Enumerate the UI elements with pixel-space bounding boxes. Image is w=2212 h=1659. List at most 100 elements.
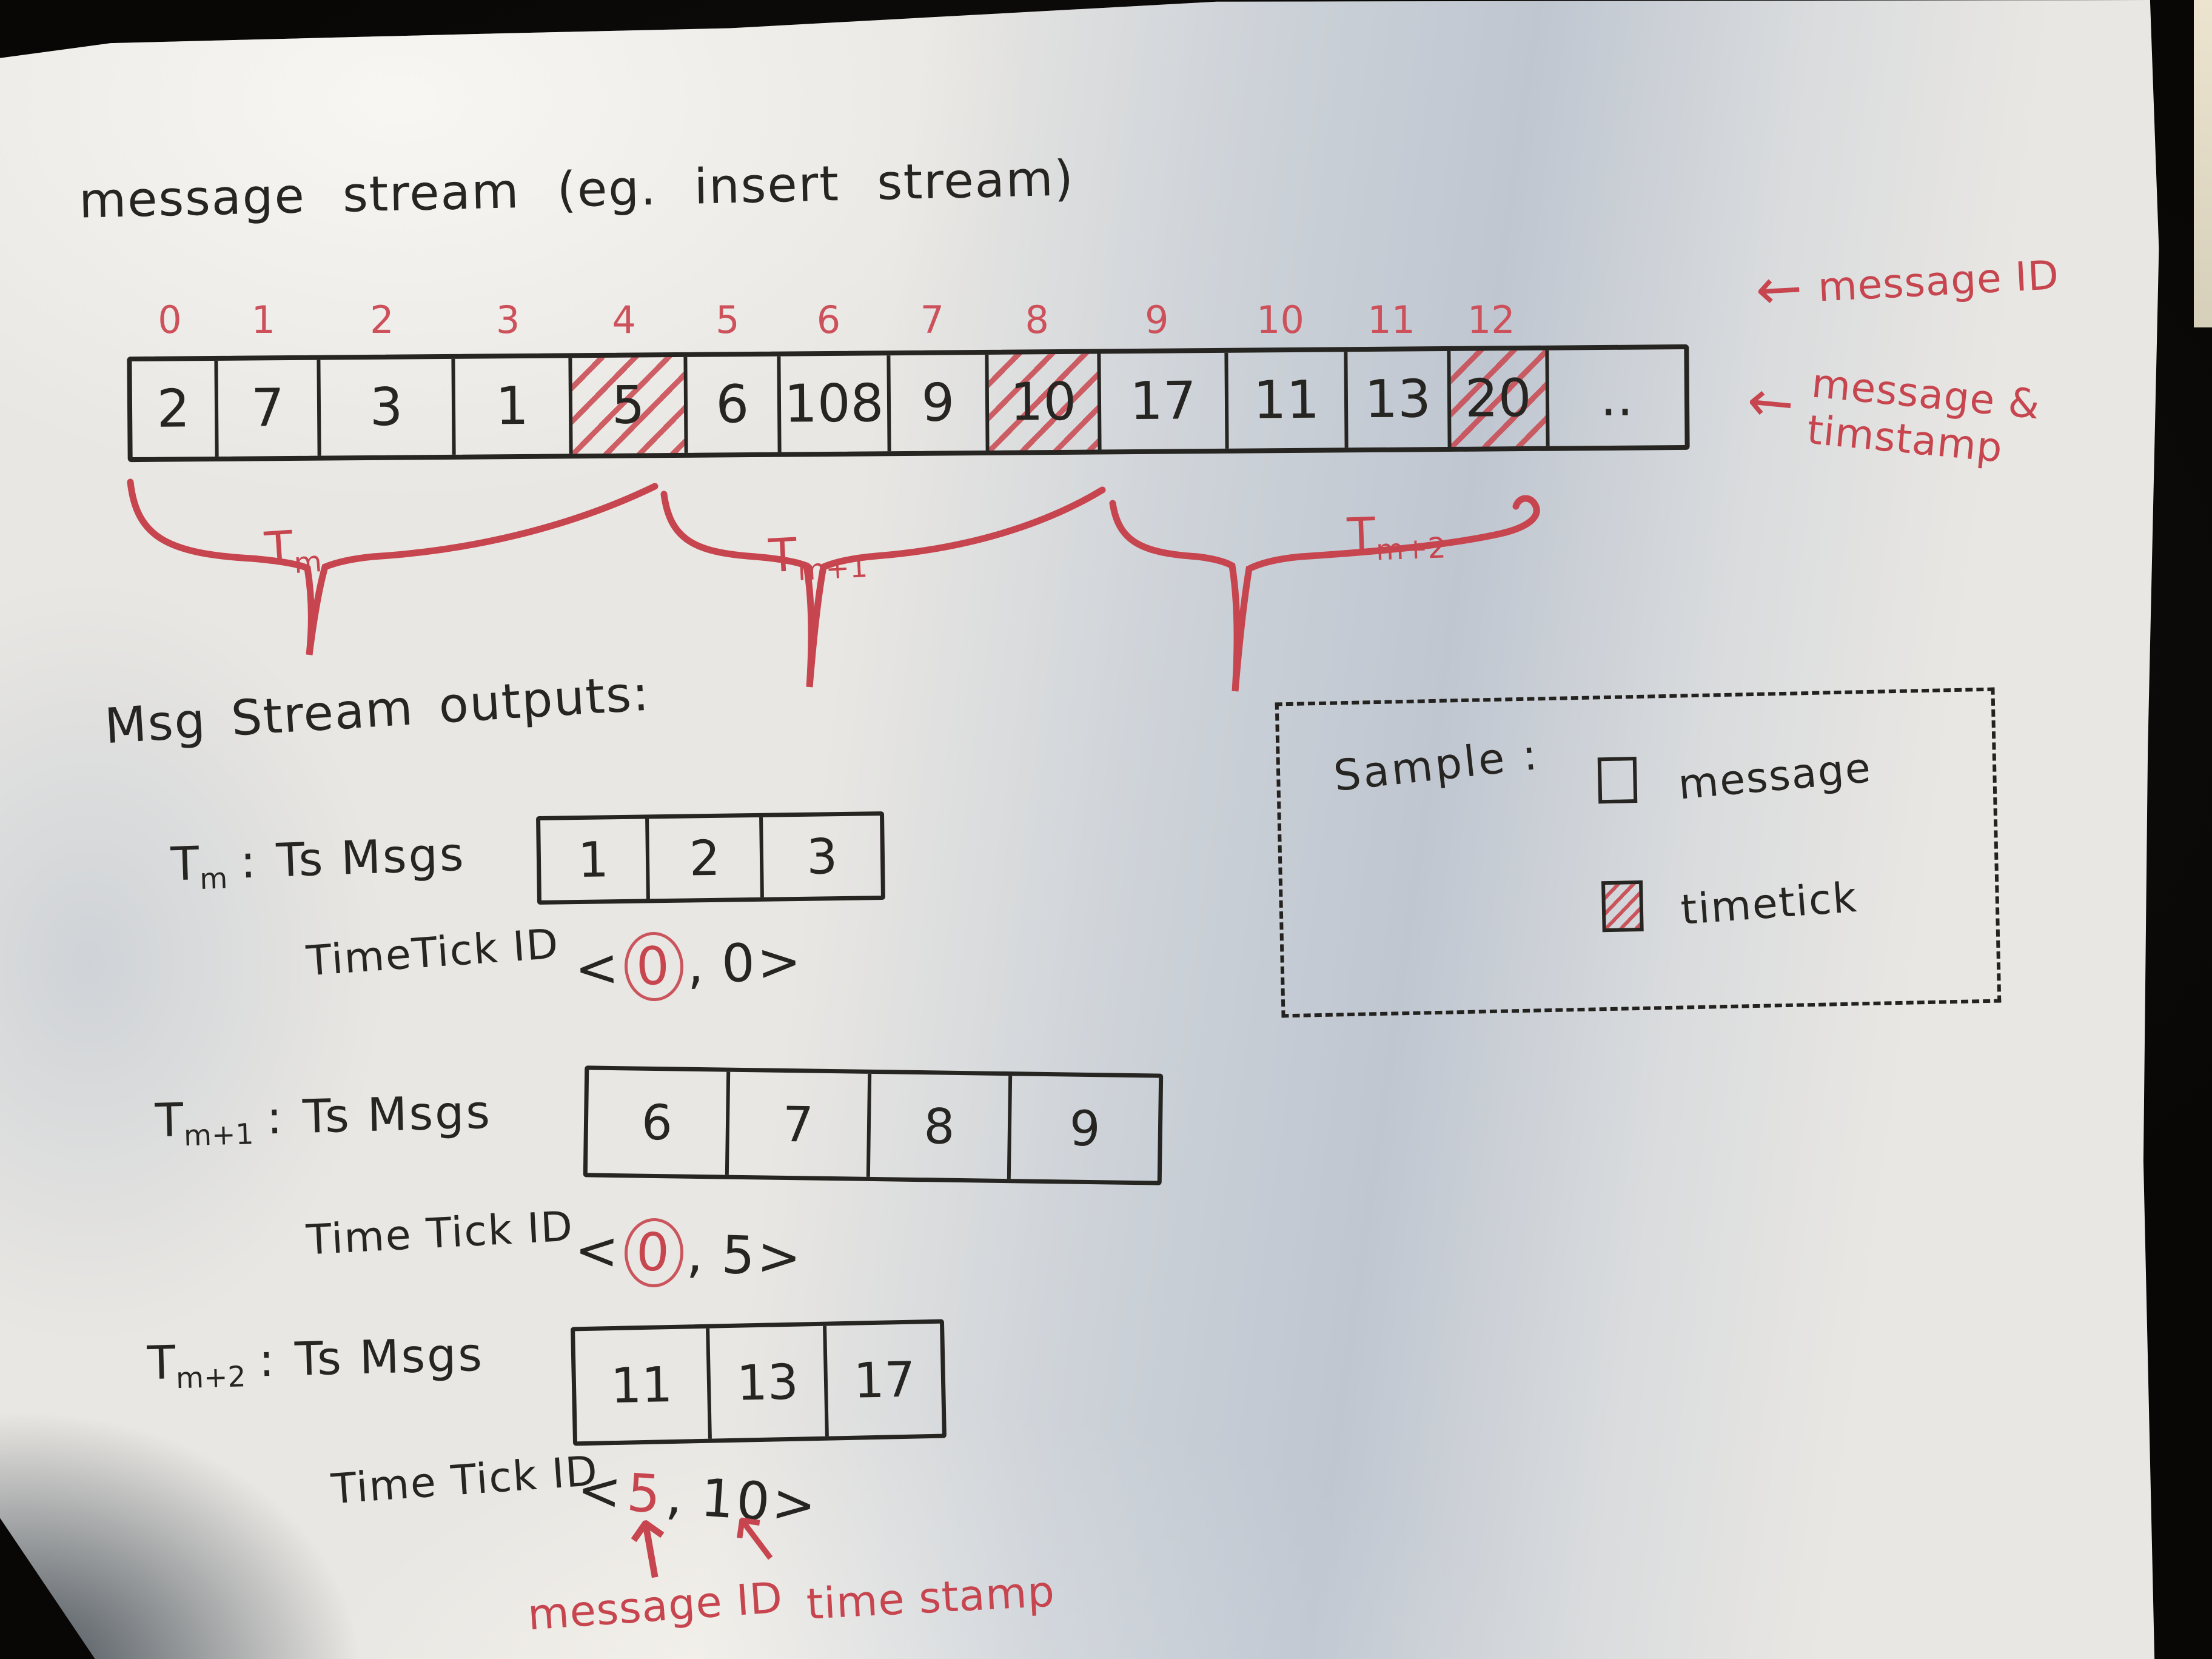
ts-msgs-label: Ts Msgs — [294, 1327, 484, 1386]
annotation-text: message & timstamp — [1805, 360, 2043, 472]
annotation-message-id: ← message ID — [1754, 247, 2060, 323]
cell-value: 11 — [1253, 369, 1320, 431]
stream-cell: 3 — [317, 358, 452, 456]
stream-index-row: 0 1 2 3 4 5 6 7 8 9 10 11 12 — [127, 274, 1680, 342]
label-sub: m — [199, 862, 229, 897]
stream-index: 7 — [883, 298, 981, 342]
cell-value: 11 — [610, 1356, 674, 1414]
stream-cell-timetick: 10 — [985, 354, 1098, 451]
cell-value: 17 — [1129, 370, 1197, 432]
cell-value: 20 — [1464, 367, 1532, 429]
cell-value: 108 — [783, 373, 884, 435]
stream-index: 12 — [1443, 298, 1540, 342]
index-1: 1 — [251, 298, 276, 342]
stream-cell: 7 — [214, 360, 318, 457]
stream-cell: 6 — [683, 356, 778, 453]
label-sub: m+2 — [175, 1360, 247, 1396]
index-10: 10 — [1256, 298, 1304, 342]
legend-timetick-label: timetick — [1679, 873, 1860, 935]
ts-msgs-box-tm1: 6 7 8 9 — [583, 1065, 1164, 1185]
cell-value: 7 — [250, 378, 285, 439]
cell-value: 9 — [1069, 1100, 1101, 1157]
cell-value: 1 — [577, 831, 609, 888]
index-2: 2 — [370, 298, 394, 342]
stream-cell-ellipsis: .. — [1544, 349, 1685, 446]
colon: : — [266, 1090, 283, 1145]
desk-paper-sliver — [2194, 0, 2212, 327]
index-9: 9 — [1145, 298, 1169, 342]
cell-value: 10 — [1010, 371, 1077, 433]
window-label-tm2: Tm+2 — [1346, 504, 1446, 568]
label-base: T — [263, 520, 295, 577]
index-8: 8 — [1025, 298, 1049, 342]
legend-title: Sample : — [1331, 729, 1542, 802]
stream-index: 3 — [449, 298, 566, 342]
annotation-text: message ID — [1817, 251, 2060, 311]
angle-open: < — [574, 1219, 622, 1282]
stream-index: 2 — [315, 298, 449, 342]
cell-value: 9 — [921, 372, 955, 434]
timetick-id-value-tm1: <0, 5> — [574, 1217, 805, 1289]
label-base: T — [154, 1093, 184, 1148]
output-cell: 1 — [540, 819, 646, 900]
stream-index: 9 — [1093, 298, 1221, 342]
window-braces — [127, 478, 1540, 692]
cell-value: 3 — [369, 377, 403, 438]
tick-timestamp: 0 — [720, 933, 759, 995]
output-cell: 6 — [588, 1070, 726, 1175]
stream-cell: 13 — [1344, 351, 1448, 448]
ts-msgs-box-tm: 1 2 3 — [536, 811, 885, 905]
colon: : — [258, 1332, 275, 1387]
output-row-label-tm: Tm: Ts Msgs — [170, 827, 466, 897]
colon: : — [239, 834, 257, 889]
label-base: T — [146, 1335, 176, 1390]
ts-msgs-label: Ts Msgs — [275, 826, 466, 888]
timetick-id-label-tm1: Time Tick ID — [305, 1202, 575, 1265]
pointer-timestamp-label: time stamp — [805, 1566, 1056, 1629]
output-cell: 9 — [1007, 1076, 1159, 1181]
stream-cell-timetick: 5 — [568, 357, 685, 454]
label-sub: m — [293, 545, 323, 581]
window-label-tm1: Tm+1 — [768, 524, 869, 589]
output-row-label-tm1: Tm+1: Ts Msgs — [155, 1085, 492, 1154]
angle-close: > — [756, 1225, 805, 1289]
timetick-id-label-tm2: Time Tick ID — [329, 1447, 600, 1514]
label-base: T — [1346, 507, 1376, 562]
left-arrow-icon: ← — [1754, 255, 1805, 323]
index-5: 5 — [716, 298, 740, 342]
timetick-id-label-tm: TimeTick ID — [304, 920, 561, 986]
tick-message-id: 0 — [623, 931, 685, 1002]
output-cell: 8 — [866, 1073, 1009, 1179]
stream-index: 8 — [981, 298, 1093, 342]
page-title: message stream (eg. insert stream) — [78, 150, 1075, 229]
label-base: T — [170, 836, 200, 891]
cell-value: 8 — [923, 1098, 956, 1155]
message-swatch-icon — [1597, 757, 1638, 804]
output-cell: 13 — [706, 1326, 826, 1439]
comma: , — [686, 1223, 707, 1285]
cell-value: 2 — [156, 378, 190, 440]
cell-value: 1 — [495, 375, 529, 437]
stream-cell: 108 — [776, 355, 888, 452]
angle-close: > — [756, 931, 805, 994]
index-6: 6 — [816, 298, 841, 342]
tick-message-id: 0 — [623, 1217, 685, 1289]
cell-value: .. — [1600, 367, 1634, 429]
cell-value: 17 — [853, 1351, 916, 1409]
stream-cell: 11 — [1224, 352, 1345, 449]
timetick-id-value-tm: <0, 0> — [574, 931, 805, 1002]
stream-cell: 1 — [451, 358, 569, 455]
legend-message-label: message — [1676, 743, 1874, 809]
output-cell: 7 — [725, 1071, 868, 1177]
cell-value: 7 — [782, 1096, 814, 1153]
index-7: 7 — [920, 298, 945, 342]
stream-index: 0 — [127, 298, 212, 342]
timetick-swatch-icon — [1601, 880, 1644, 933]
stream-cell: 17 — [1097, 352, 1225, 450]
pointer-message-id-label: message ID — [526, 1572, 785, 1640]
message-stream-row: 2 7 3 1 5 6 108 9 10 17 11 13 20 .. — [127, 344, 1690, 463]
output-row-label-tm2: Tm+2: Ts Msgs — [147, 1327, 484, 1396]
cell-value: 5 — [611, 375, 645, 436]
